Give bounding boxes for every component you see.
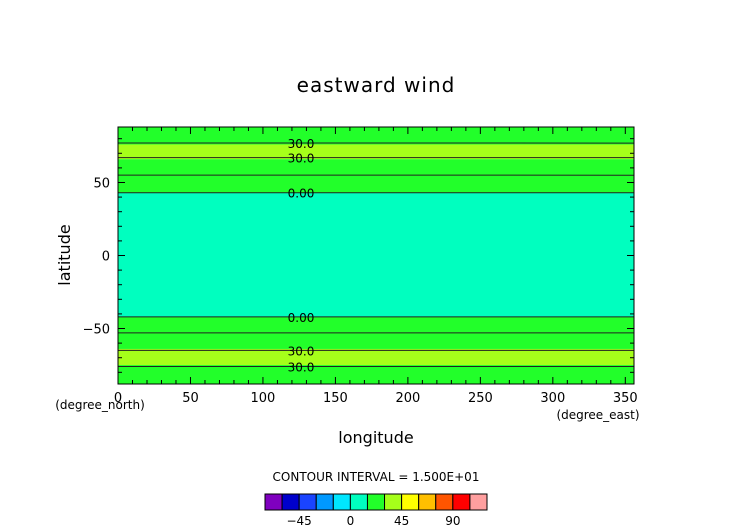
colorbar-swatch-15_30 bbox=[366, 493, 386, 511]
contour-fill-layer bbox=[118, 127, 634, 384]
x-axis-label: longitude bbox=[338, 428, 413, 447]
colorbar-tick-label: 90 bbox=[445, 514, 460, 528]
colorbar-labels: −45 0 45 90 bbox=[286, 514, 460, 528]
contour-band-7 bbox=[118, 144, 634, 160]
colorbar-swatch-45_60 bbox=[401, 493, 420, 511]
y-tick-label: 0 bbox=[102, 250, 110, 265]
colorbar-swatch-90_105 bbox=[452, 493, 471, 511]
colorbar-swatch-60_75 bbox=[418, 493, 437, 511]
contour-label-3: 0.00 bbox=[288, 187, 315, 201]
x-tick-label: 250 bbox=[468, 391, 493, 406]
x-tick-label: 50 bbox=[182, 391, 199, 406]
x-tick-label: 0 bbox=[114, 391, 122, 406]
contour-interval-label: CONTOUR INTERVAL = 1.500E+01 bbox=[273, 470, 480, 484]
colorbar-tick-label: 0 bbox=[347, 514, 355, 528]
colorbar-tick-label: −45 bbox=[286, 514, 311, 528]
axis-ticks-layer bbox=[117, 127, 634, 384]
x-tick-label: 200 bbox=[395, 391, 420, 406]
colorbar-tick-label: 45 bbox=[394, 514, 409, 528]
colorbar-swatch-0_15 bbox=[349, 493, 368, 511]
x-tick-labels: 0 50 100 150 200 250 300 350 bbox=[114, 391, 638, 406]
y-unit-label: (degree_north) bbox=[55, 398, 145, 412]
contour-band-1 bbox=[118, 348, 634, 366]
colorbar-swatch-75_90 bbox=[435, 493, 454, 511]
contour-label-0: 30.0 bbox=[288, 137, 315, 151]
plot-frame bbox=[117, 126, 635, 385]
contour-band-5 bbox=[118, 175, 634, 193]
y-tick-label: −50 bbox=[83, 323, 110, 338]
contour-band-2 bbox=[118, 332, 634, 349]
colorbar-swatch-m15_0 bbox=[332, 493, 351, 511]
contour-band-3 bbox=[118, 316, 634, 333]
contour-band-0 bbox=[118, 365, 634, 384]
x-tick-label: 150 bbox=[323, 391, 348, 406]
chart-title: eastward wind bbox=[297, 73, 456, 97]
colorbar-swatch-m30_m15 bbox=[315, 493, 334, 511]
y-axis-label: latitude bbox=[55, 224, 74, 285]
y-tick-label: 50 bbox=[93, 176, 110, 191]
contour-label-1: 30.0 bbox=[288, 152, 315, 166]
colorbar-swatch-30_45 bbox=[384, 493, 403, 511]
y-tick-labels: −50 0 50 bbox=[83, 176, 110, 337]
x-tick-label: 350 bbox=[613, 391, 638, 406]
contour-label-4: 0.00 bbox=[288, 311, 315, 325]
x-tick-label: 300 bbox=[540, 391, 565, 406]
colorbar bbox=[264, 493, 488, 511]
contour-label-7: 30.0 bbox=[288, 360, 315, 374]
contour-label-6: 30.0 bbox=[288, 344, 315, 358]
contour-band-6 bbox=[118, 159, 634, 176]
contour-band-8 bbox=[118, 127, 634, 145]
colorbar-swatch-lt_m60 bbox=[264, 493, 283, 511]
colorbar-swatch-m45_m30 bbox=[298, 493, 317, 511]
colorbar-swatch-m60_m45 bbox=[281, 493, 300, 511]
contour-band-4 bbox=[118, 192, 634, 317]
x-tick-label: 100 bbox=[251, 391, 276, 406]
colorbar-swatch-gt_105 bbox=[469, 493, 488, 511]
x-unit-label: (degree_east) bbox=[556, 408, 639, 422]
